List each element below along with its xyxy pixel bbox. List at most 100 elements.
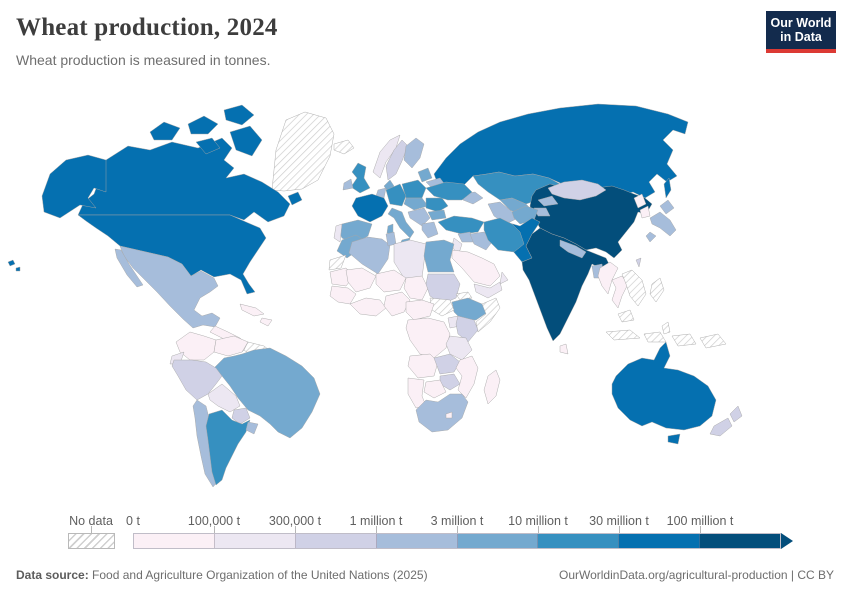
- country-germany[interactable]: [385, 183, 407, 207]
- country-yemen[interactable]: [473, 281, 503, 299]
- country-mexico-baja[interactable]: [114, 248, 144, 288]
- country-usa[interactable]: [77, 214, 267, 295]
- legend-bin-3[interactable]: [376, 534, 458, 548]
- country-malaysia[interactable]: [617, 309, 635, 323]
- country-algeria[interactable]: [348, 236, 391, 275]
- country-norway[interactable]: [372, 134, 401, 179]
- country-mali[interactable]: [345, 267, 377, 293]
- country-new-zealand-south[interactable]: [709, 417, 733, 437]
- country-sri-lanka[interactable]: [559, 343, 569, 355]
- country-mexico[interactable]: [119, 245, 221, 329]
- country-canada-island-1[interactable]: [149, 121, 181, 141]
- country-new-zealand-north[interactable]: [729, 405, 743, 423]
- country-australia-tasmania[interactable]: [667, 433, 681, 445]
- country-mongolia[interactable]: [547, 179, 607, 201]
- country-japan-kyushu[interactable]: [645, 231, 657, 243]
- owid-logo[interactable]: Our World in Data: [766, 11, 836, 53]
- world-map[interactable]: [0, 88, 850, 512]
- country-turkey[interactable]: [437, 215, 485, 235]
- country-papua-new-guinea[interactable]: [699, 333, 727, 349]
- country-iceland[interactable]: [333, 139, 355, 155]
- country-peru[interactable]: [171, 359, 223, 401]
- country-argentina[interactable]: [205, 409, 251, 486]
- country-russia-sakhalin[interactable]: [663, 177, 672, 199]
- country-indonesia-4[interactable]: [671, 333, 697, 347]
- country-canada[interactable]: [77, 137, 291, 223]
- country-ukraine[interactable]: [425, 181, 473, 201]
- footer-link[interactable]: OurWorldinData.org/agricultural-producti…: [558, 568, 834, 582]
- country-nepal[interactable]: [559, 239, 587, 259]
- country-united-kingdom[interactable]: [350, 162, 371, 194]
- country-somalia[interactable]: [475, 297, 501, 333]
- country-canada-island-2[interactable]: [187, 115, 219, 135]
- legend-bin-1[interactable]: [214, 534, 296, 548]
- legend-bin-6[interactable]: [619, 534, 701, 548]
- country-lesotho[interactable]: [445, 411, 453, 419]
- country-oman[interactable]: [499, 271, 509, 285]
- country-usa-hawaii-2[interactable]: [15, 266, 21, 272]
- country-western-sahara[interactable]: [328, 254, 347, 271]
- country-thailand[interactable]: [611, 275, 629, 309]
- country-chad[interactable]: [403, 275, 429, 301]
- legend-bin-7[interactable]: [700, 534, 780, 548]
- country-japan-hokkaido[interactable]: [659, 199, 675, 215]
- country-libya[interactable]: [393, 239, 427, 279]
- country-cameroon-car[interactable]: [405, 299, 435, 321]
- country-angola[interactable]: [407, 353, 439, 379]
- country-saudi-arabia[interactable]: [451, 249, 501, 287]
- country-taiwan[interactable]: [635, 257, 642, 268]
- country-paraguay[interactable]: [231, 407, 251, 425]
- country-central-europe[interactable]: [403, 197, 429, 211]
- country-nigeria[interactable]: [383, 291, 411, 317]
- country-vietnam-laos-cambodia[interactable]: [621, 269, 647, 307]
- country-myanmar[interactable]: [597, 261, 619, 295]
- legend-bin-0[interactable]: [134, 534, 215, 548]
- country-bulgaria[interactable]: [427, 209, 447, 221]
- country-madagascar[interactable]: [483, 369, 501, 405]
- legend-bin-2[interactable]: [295, 534, 377, 548]
- country-north-korea[interactable]: [633, 193, 647, 209]
- country-ireland[interactable]: [342, 178, 354, 191]
- legend-bin-5[interactable]: [538, 534, 620, 548]
- country-portugal[interactable]: [333, 223, 343, 243]
- country-south-korea[interactable]: [639, 205, 651, 219]
- country-france[interactable]: [351, 193, 389, 223]
- country-cuba[interactable]: [239, 303, 265, 317]
- country-venezuela[interactable]: [213, 335, 249, 357]
- country-australia[interactable]: [611, 341, 717, 431]
- country-indonesia-3[interactable]: [661, 321, 671, 335]
- country-romania[interactable]: [425, 197, 449, 213]
- country-egypt[interactable]: [423, 239, 455, 273]
- country-kyrgyzstan[interactable]: [537, 195, 559, 207]
- country-indonesia-2[interactable]: [643, 331, 667, 343]
- country-usa-hawaii[interactable]: [7, 259, 16, 267]
- country-mozambique[interactable]: [455, 355, 479, 399]
- country-canada-newfoundland[interactable]: [287, 191, 303, 206]
- country-hispaniola[interactable]: [259, 317, 273, 327]
- country-philippines[interactable]: [649, 277, 665, 303]
- country-niger[interactable]: [375, 269, 407, 293]
- country-canada-island-3[interactable]: [223, 104, 255, 126]
- country-finland[interactable]: [403, 137, 425, 169]
- country-south-sudan[interactable]: [429, 297, 455, 317]
- country-dr-congo[interactable]: [405, 317, 451, 359]
- legend-bin-4[interactable]: [457, 534, 539, 548]
- country-ethiopia[interactable]: [451, 297, 489, 321]
- country-guinea-coast[interactable]: [349, 297, 387, 317]
- country-canada-island-4[interactable]: [195, 137, 221, 155]
- country-west-africa[interactable]: [329, 285, 357, 305]
- country-botswana[interactable]: [423, 379, 447, 399]
- country-japan-honshu[interactable]: [649, 211, 677, 237]
- country-usa-alaska[interactable]: [41, 154, 107, 219]
- country-indonesia[interactable]: [605, 329, 641, 341]
- country-canada-baffin[interactable]: [229, 125, 263, 157]
- country-baltics[interactable]: [417, 167, 433, 183]
- country-west-balkans[interactable]: [407, 207, 431, 227]
- country-greece[interactable]: [421, 221, 439, 239]
- country-south-africa[interactable]: [415, 393, 469, 433]
- country-greenland[interactable]: [271, 111, 335, 192]
- country-iran[interactable]: [483, 217, 525, 253]
- country-bolivia[interactable]: [207, 383, 241, 413]
- legend-no-data-swatch[interactable]: [68, 533, 115, 549]
- country-uruguay[interactable]: [245, 421, 259, 435]
